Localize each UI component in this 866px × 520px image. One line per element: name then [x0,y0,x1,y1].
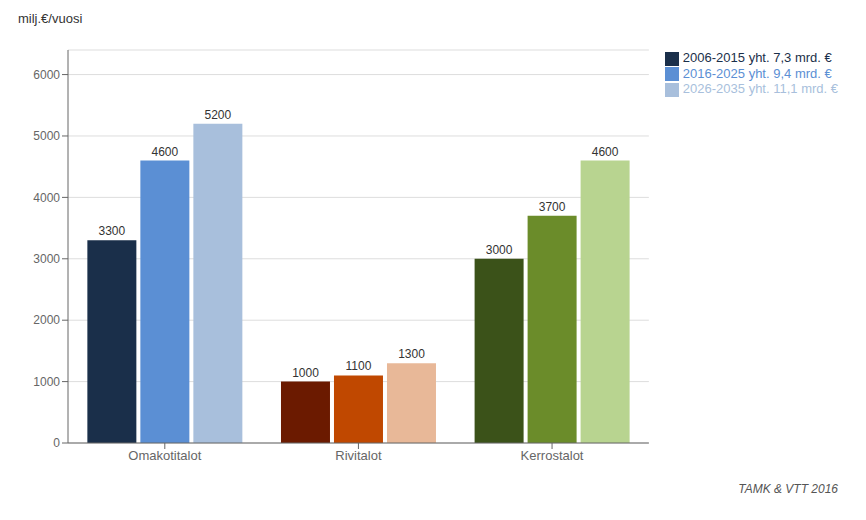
svg-text:1100: 1100 [346,359,372,373]
svg-text:Omakotitalot: Omakotitalot [128,448,201,463]
svg-text:2000: 2000 [33,313,60,327]
svg-text:6000: 6000 [33,68,60,82]
html-text:milj.€/vuosi: milj.€/vuosi [18,11,83,26]
svg-text:3000: 3000 [486,243,513,257]
svg-text:5200: 5200 [205,108,232,122]
svg-text:1000: 1000 [292,366,319,380]
svg-text:3000: 3000 [33,252,60,266]
html-text:2016-2025 yht. 9,4 mrd. €: 2016-2025 yht. 9,4 mrd. € [682,65,832,81]
svg-text:Rivitalot: Rivitalot [335,448,382,463]
svg-text:4000: 4000 [33,191,60,205]
svg-text:4600: 4600 [152,145,179,159]
svg-text:1300: 1300 [398,347,425,361]
html-text:TAMK & VTT 2016: TAMK & VTT 2016 [738,482,838,496]
svg-text:0: 0 [53,436,60,450]
svg-text:3700: 3700 [539,200,566,214]
html-text:2006-2015 yht. 7,3 mrd. €: 2006-2015 yht. 7,3 mrd. € [682,50,832,65]
svg-text:3300: 3300 [99,224,126,238]
svg-text:1000: 1000 [33,375,60,389]
svg-text:4600: 4600 [592,145,619,159]
svg-text:5000: 5000 [33,129,60,143]
svg-text:Kerrostalot: Kerrostalot [521,448,584,463]
html-text:2026-2035 yht. 11,1 mrd. €: 2026-2035 yht. 11,1 mrd. € [682,81,838,97]
